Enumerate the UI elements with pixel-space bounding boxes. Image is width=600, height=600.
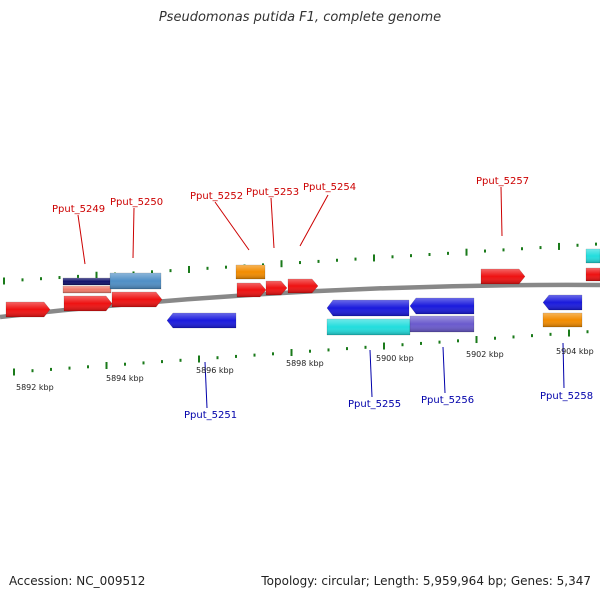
leader-line: [214, 201, 250, 251]
scale-label: 5900 kbp: [376, 354, 414, 363]
scale-labels: 5892 kbp 5894 kbp 5896 kbp 5898 kbp 5900…: [16, 347, 594, 392]
leader-line: [500, 186, 503, 237]
label-leader-lines: [77, 186, 565, 409]
gene-label-pput-5250[interactable]: Pput_5250: [110, 197, 163, 208]
gene-arrow[interactable]: [166, 312, 237, 329]
scale-label: 5898 kbp: [286, 359, 324, 368]
gene-arrow[interactable]: [63, 295, 113, 312]
leader-line: [562, 342, 565, 389]
gene-arrow[interactable]: [409, 315, 475, 333]
gene-label-pput-5253[interactable]: Pput_5253: [246, 187, 299, 198]
gene-arrow[interactable]: [585, 248, 600, 264]
gene-arrow[interactable]: [542, 312, 583, 328]
gene-arrow[interactable]: [409, 297, 475, 315]
gene-label-pput-5258[interactable]: Pput_5258: [540, 391, 593, 402]
reverse-gene-labels: Pput_5251 Pput_5255 Pput_5256 Pput_5258: [184, 391, 593, 421]
gene-arrow[interactable]: [480, 268, 526, 285]
accession-text: Accession: NC_009512: [9, 574, 146, 588]
gene-label-pput-5254[interactable]: Pput_5254: [303, 182, 356, 193]
gene-arrow[interactable]: [109, 272, 162, 290]
gene-arrow[interactable]: [287, 278, 319, 294]
genome-title: Pseudomonas putida F1, complete genome: [158, 10, 442, 25]
leader-line: [204, 361, 208, 409]
gene-label-pput-5251[interactable]: Pput_5251: [184, 410, 237, 421]
inner-ruler-ticks: [13, 329, 589, 376]
gene-label-pput-5252[interactable]: Pput_5252: [190, 191, 243, 202]
gene-arrow[interactable]: [326, 318, 411, 336]
gene-arrow[interactable]: [5, 301, 51, 318]
leader-line: [442, 346, 446, 394]
scale-label: 5892 kbp: [16, 383, 54, 392]
leader-line: [270, 197, 275, 249]
gene-label-pput-5255[interactable]: Pput_5255: [348, 399, 401, 410]
leader-line: [77, 214, 86, 265]
gene-label-pput-5249[interactable]: Pput_5249: [52, 204, 105, 215]
scale-label: 5904 kbp: [556, 347, 594, 356]
forward-gene-labels: Pput_5249 Pput_5250 Pput_5252 Pput_5253 …: [52, 176, 529, 215]
gene-label-pput-5256[interactable]: Pput_5256: [421, 395, 474, 406]
scale-label: 5896 kbp: [196, 366, 234, 375]
gene-arrow[interactable]: [236, 282, 267, 298]
scale-label: 5894 kbp: [106, 374, 144, 383]
leader-line: [369, 349, 373, 398]
scale-label: 5902 kbp: [466, 350, 504, 359]
gene-arrow[interactable]: [62, 285, 112, 294]
gene-arrow[interactable]: [235, 264, 266, 280]
outer-ruler-ticks: [3, 242, 597, 285]
gene-arrow[interactable]: [585, 267, 600, 282]
gene-arrow[interactable]: [111, 291, 163, 308]
gene-arrow[interactable]: [542, 294, 583, 311]
genome-stats-text: Topology: circular; Length: 5,959,964 bp…: [261, 574, 591, 588]
gene-arrow[interactable]: [326, 299, 410, 317]
gene-label-pput-5257[interactable]: Pput_5257: [476, 176, 529, 187]
gene-arrow[interactable]: [62, 277, 112, 286]
leader-line: [299, 194, 329, 247]
gene-features: [5, 248, 600, 336]
leader-line: [132, 207, 135, 259]
